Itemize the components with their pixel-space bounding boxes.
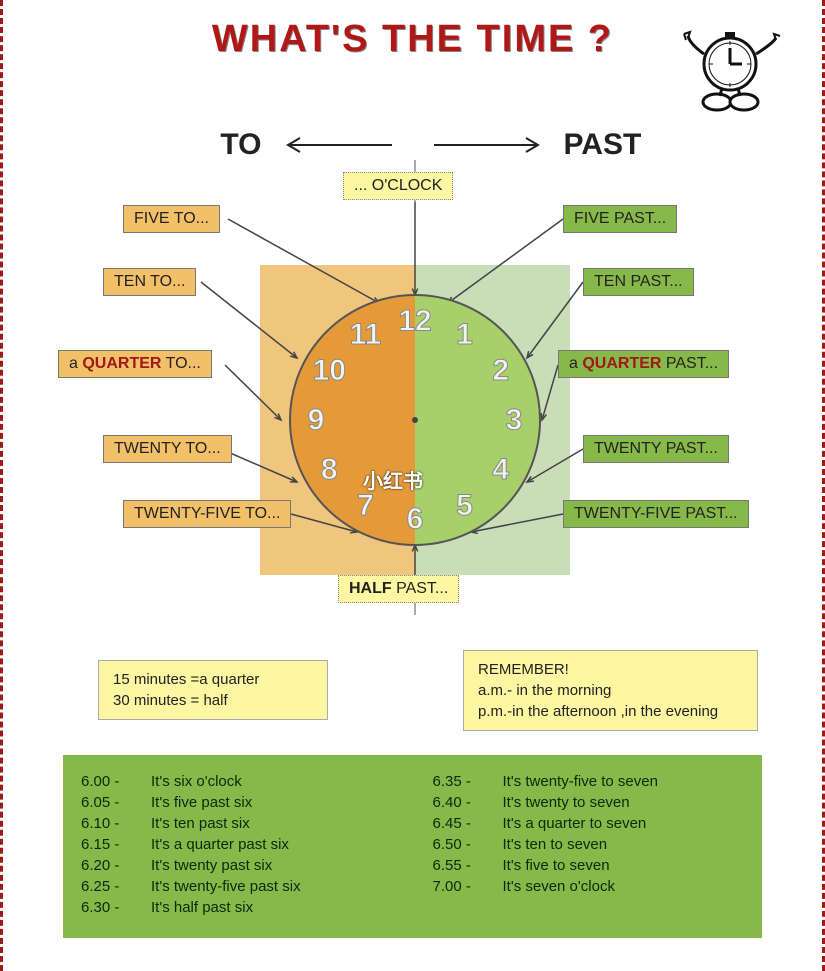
svg-text:4: 4 (492, 453, 509, 486)
svg-text:7: 7 (357, 489, 374, 522)
label-to-4: TWENTY-FIVE TO... (123, 500, 291, 528)
note-minutes: 15 minutes =a quarter30 minutes = half (98, 660, 328, 720)
label-past-2: a QUARTER PAST... (558, 350, 729, 378)
svg-text:10: 10 (313, 354, 346, 387)
example-row: 6.00 -It's six o'clock (81, 773, 393, 790)
example-row: 6.45 -It's a quarter to seven (433, 815, 745, 832)
examples-table: 6.00 -It's six o'clock 6.05 -It's five pa… (63, 755, 762, 938)
worksheet-page: WHAT'S THE TIME ? TO (0, 0, 825, 971)
svg-text:11: 11 (350, 318, 382, 351)
example-row: 6.05 -It's five past six (81, 794, 393, 811)
svg-text:2: 2 (492, 354, 509, 387)
svg-text:12: 12 (398, 305, 431, 338)
label-past-4: TWENTY-FIVE PAST... (563, 500, 749, 528)
svg-text:8: 8 (321, 453, 338, 486)
example-row: 6.35 -It's twenty-five to seven (433, 773, 745, 790)
svg-text:5: 5 (456, 489, 473, 522)
example-row: 6.15 -It's a quarter past six (81, 836, 393, 853)
example-row: 6.40 -It's twenty to seven (433, 794, 745, 811)
label-oclock: ... O'CLOCK (343, 172, 453, 200)
svg-text:3: 3 (506, 404, 523, 437)
header-past: PAST (564, 128, 684, 162)
note-remember: REMEMBER!a.m.- in the morningp.m.-in the… (463, 650, 758, 731)
label-to-3: TWENTY TO... (103, 435, 232, 463)
svg-text:6: 6 (407, 503, 424, 536)
label-to-2: a QUARTER TO... (58, 350, 212, 378)
label-past-0: FIVE PAST... (563, 205, 677, 233)
label-to-0: FIVE TO... (123, 205, 220, 233)
example-row: 6.20 -It's twenty past six (81, 857, 393, 874)
example-row: 6.10 -It's ten past six (81, 815, 393, 832)
clock-diagram: 12 12 3 45678 9 1011 ... O'CLOCK HALF PAST...… (3, 160, 825, 640)
label-half: HALF PAST... (338, 575, 459, 603)
example-row: 6.50 -It's ten to seven (433, 836, 745, 853)
example-row: 6.30 -It's half past six (81, 899, 393, 916)
direction-headers: TO PAST (3, 128, 822, 162)
example-row: 6.55 -It's five to seven (433, 857, 745, 874)
label-past-3: TWENTY PAST... (583, 435, 729, 463)
svg-text:1: 1 (456, 318, 473, 351)
arrow-right-icon (434, 135, 544, 155)
header-to: TO (142, 128, 262, 162)
example-row: 7.00 -It's seven o'clock (433, 878, 745, 895)
clock-mascot-icon (682, 24, 782, 124)
example-row: 6.25 -It's twenty-five past six (81, 878, 393, 895)
label-to-1: TEN TO... (103, 268, 196, 296)
svg-text:9: 9 (308, 404, 325, 437)
arrow-left-icon (282, 135, 392, 155)
label-past-1: TEN PAST... (583, 268, 694, 296)
